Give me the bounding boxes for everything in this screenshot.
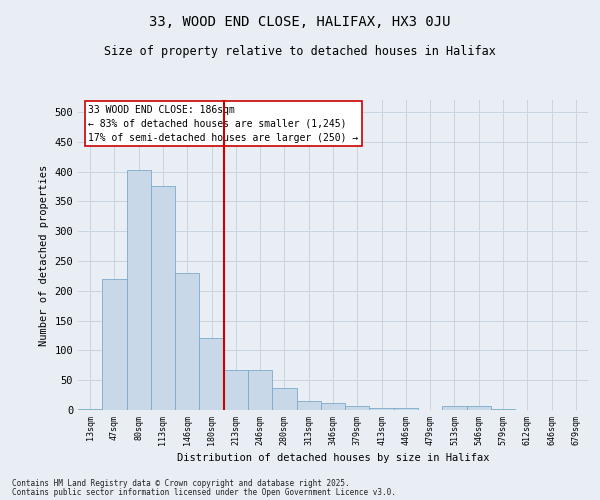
- X-axis label: Distribution of detached houses by size in Halifax: Distribution of detached houses by size …: [177, 453, 489, 463]
- Bar: [394, 408, 418, 410]
- Bar: [248, 370, 272, 410]
- Text: Contains HM Land Registry data © Crown copyright and database right 2025.: Contains HM Land Registry data © Crown c…: [12, 479, 350, 488]
- Bar: [345, 406, 370, 410]
- Bar: [102, 279, 127, 410]
- Bar: [175, 273, 199, 410]
- Text: Contains public sector information licensed under the Open Government Licence v3: Contains public sector information licen…: [12, 488, 396, 497]
- Text: 33, WOOD END CLOSE, HALIFAX, HX3 0JU: 33, WOOD END CLOSE, HALIFAX, HX3 0JU: [149, 15, 451, 29]
- Text: Size of property relative to detached houses in Halifax: Size of property relative to detached ho…: [104, 45, 496, 58]
- Bar: [78, 409, 102, 410]
- Text: 33 WOOD END CLOSE: 186sqm
← 83% of detached houses are smaller (1,245)
17% of se: 33 WOOD END CLOSE: 186sqm ← 83% of detac…: [88, 104, 358, 142]
- Bar: [224, 370, 248, 410]
- Bar: [199, 338, 224, 410]
- Bar: [442, 406, 467, 410]
- Bar: [467, 406, 491, 410]
- Bar: [272, 388, 296, 410]
- Bar: [151, 186, 175, 410]
- Bar: [321, 403, 345, 410]
- Bar: [370, 408, 394, 410]
- Bar: [296, 401, 321, 410]
- Bar: [491, 409, 515, 410]
- Y-axis label: Number of detached properties: Number of detached properties: [39, 164, 49, 346]
- Bar: [127, 170, 151, 410]
